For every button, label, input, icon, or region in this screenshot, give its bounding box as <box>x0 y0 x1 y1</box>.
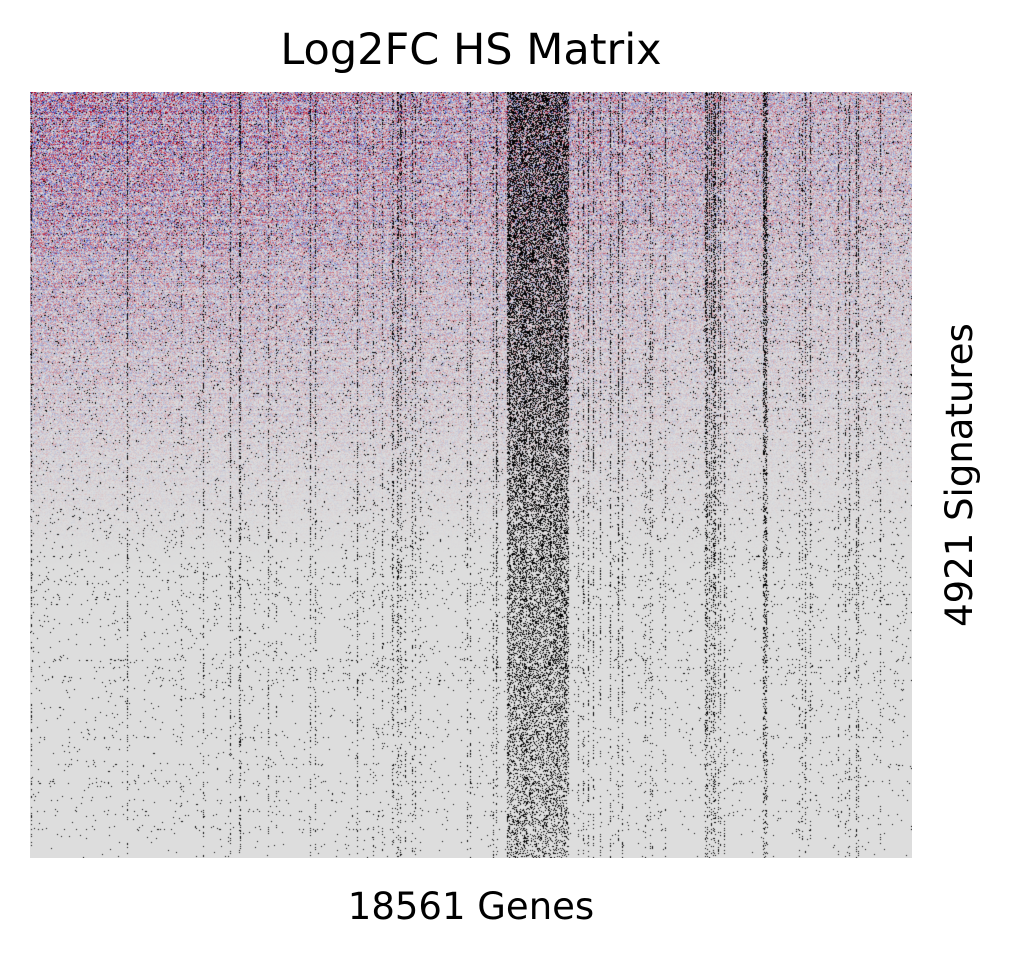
chart-title: Log2FC HS Matrix <box>280 25 662 75</box>
y-axis-label: 4921 Signatures <box>938 323 981 627</box>
heatmap-plot-area <box>30 92 912 858</box>
x-axis-label: 18561 Genes <box>347 885 595 928</box>
heatmap-cells <box>30 92 912 858</box>
